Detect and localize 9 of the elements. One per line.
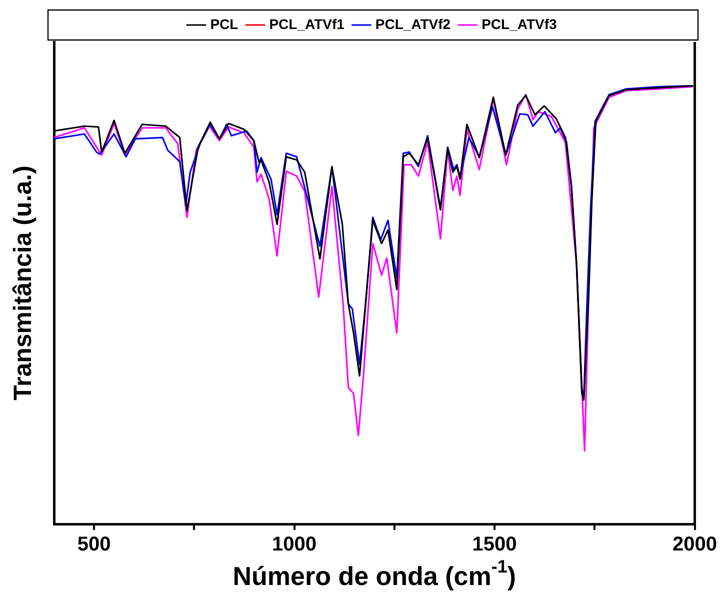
x-tick-label: 1000 xyxy=(272,534,317,556)
legend-label: PCL_ATVf2 xyxy=(375,16,451,32)
legend-label: PCL_ATVf3 xyxy=(482,16,558,32)
y-axis-title: Transmitância (u.a.) xyxy=(8,166,37,400)
legend-label: PCL xyxy=(210,16,239,32)
x-tick-label: 2000 xyxy=(672,534,718,556)
legend-label: PCL_ATVf1 xyxy=(269,16,345,32)
x-tick-label: 500 xyxy=(77,534,111,556)
x-tick-label: 1500 xyxy=(472,534,517,556)
